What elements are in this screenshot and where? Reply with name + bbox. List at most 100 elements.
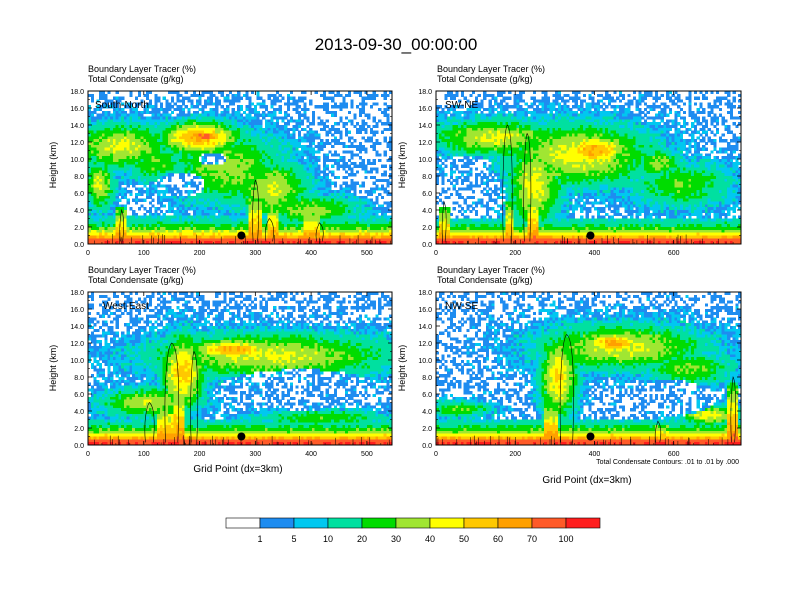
colorbar-swatch: [293, 517, 329, 529]
panel-title-line1: Boundary Layer Tracer (%): [437, 64, 545, 74]
x-tick-label: 400: [589, 451, 601, 458]
y-tick-label: 16.0: [418, 307, 432, 314]
y-tick-label: 0.0: [74, 443, 84, 450]
condensate-contours: [144, 342, 199, 443]
y-tick-label: 16.0: [418, 106, 432, 113]
y-tick-label: 8.0: [74, 174, 84, 181]
axes-sw-ne: 0.0 2.0 4.0 6.0 8.0 10.0 12.0 14.0 16.0 18.0 0 200 4…: [418, 89, 742, 257]
x-tick-label: 0: [86, 451, 90, 458]
x-tick-label: 600: [668, 250, 680, 257]
x-tick-label: 200: [194, 250, 206, 257]
y-tick-label: 14.0: [70, 324, 84, 331]
y-tick-label: 6.0: [422, 392, 432, 399]
condensate-contours: [119, 179, 324, 242]
contour-line: [502, 124, 513, 242]
x-tick-label: 400: [589, 250, 601, 257]
y-tick-label: 14.0: [418, 123, 432, 130]
colorbar-swatch: [463, 517, 499, 529]
location-marker: [237, 231, 246, 240]
colorbar-label: 60: [493, 534, 503, 544]
x-tick-label: 0: [434, 451, 438, 458]
y-axis-label: Height (km): [48, 142, 58, 189]
x-tick-label: 300: [249, 451, 261, 458]
contour-line: [441, 200, 447, 242]
x-tick-label: 200: [194, 451, 206, 458]
plot-area-sw-ne: [436, 91, 742, 245]
contour-line: [144, 402, 155, 443]
colorbar-label: 100: [558, 534, 573, 544]
y-tick-label: 0.0: [422, 443, 432, 450]
surface-contours: [442, 234, 727, 244]
colorbar-swatch: [497, 517, 533, 529]
y-tick-label: 18.0: [70, 290, 84, 297]
panel-title-line1: Boundary Layer Tracer (%): [88, 265, 196, 275]
y-tick-label: 14.0: [70, 123, 84, 130]
contour-line: [190, 350, 199, 443]
y-tick-label: 2.0: [74, 225, 84, 232]
x-tick-label: 200: [509, 451, 521, 458]
plot-area-nw-se: [436, 292, 742, 446]
condensate-contours: [441, 124, 532, 242]
y-tick-label: 12.0: [70, 341, 84, 348]
y-axis-label: Height (km): [48, 345, 58, 392]
panel-title-line2: Total Condensate (g/kg): [88, 74, 184, 84]
condensate-contours: [559, 334, 737, 443]
y-tick-label: 2.0: [422, 225, 432, 232]
tracer-field: [436, 292, 742, 446]
panel-title-line2: Total Condensate (g/kg): [437, 74, 533, 84]
y-tick-label: 4.0: [74, 208, 84, 215]
panel-title-line1: Boundary Layer Tracer (%): [437, 265, 545, 275]
y-tick-label: 6.0: [74, 392, 84, 399]
colorbar-label: 50: [459, 534, 469, 544]
colorbar-label: 10: [323, 534, 333, 544]
contour-footnote: Total Condensate Contours: .01 to .01 by…: [596, 459, 739, 466]
x-axis-label: Grid Point (dx=3km): [542, 475, 631, 486]
y-tick-label: 8.0: [422, 174, 432, 181]
y-axis-label: Height (km): [397, 345, 407, 392]
colorbar-label: 40: [425, 534, 435, 544]
panel-sw-ne: Boundary Layer Tracer (%) Total Condensa…: [397, 64, 742, 257]
x-tick-label: 300: [249, 250, 261, 257]
figure-title: 2013-09-30_00:00:00: [315, 35, 478, 54]
location-marker: [586, 432, 595, 441]
y-tick-label: 4.0: [422, 409, 432, 416]
surface-contours: [437, 435, 729, 445]
axes-nw-se: 0.0 2.0 4.0 6.0 8.0 10.0 12.0 14.0 16.0 18.0 0 200 4…: [418, 290, 742, 458]
x-tick-label: 200: [509, 250, 521, 257]
colorbar-label: 1: [257, 534, 262, 544]
colorbar-swatch: [327, 517, 363, 529]
panel-west-east: Boundary Layer Tracer (%) Total Condensa…: [48, 265, 393, 475]
x-tick-label: 500: [361, 250, 373, 257]
x-tick-label: 600: [668, 451, 680, 458]
panel-title-line1: Boundary Layer Tracer (%): [88, 64, 196, 74]
tracer-field: [88, 91, 393, 245]
x-axis-label: Grid Point (dx=3km): [193, 464, 282, 475]
y-tick-label: 2.0: [74, 426, 84, 433]
contour-line: [119, 208, 124, 242]
panel-nw-se: Boundary Layer Tracer (%) Total Condensa…: [397, 265, 742, 486]
y-tick-label: 12.0: [418, 140, 432, 147]
colorbar: 1 5 10 20 30 40 50 60 70 100: [225, 517, 601, 544]
x-tick-label: 100: [138, 250, 150, 257]
colorbar-label: 5: [291, 534, 296, 544]
x-tick-label: 400: [305, 451, 317, 458]
axes-south-north: 0.0 2.0 4.0 6.0 8.0 10.0 12.0 14.0 16.0 18.0 0 100 2…: [70, 89, 393, 257]
x-tick-label: 500: [361, 451, 373, 458]
panel-title-line2: Total Condensate (g/kg): [88, 275, 184, 285]
y-tick-label: 4.0: [74, 409, 84, 416]
y-tick-label: 6.0: [74, 191, 84, 198]
panel-label-south-north: South-North: [95, 100, 149, 111]
panel-label-west-east: West-East: [103, 301, 149, 312]
colorbar-swatch: [565, 517, 601, 529]
panel-label-nw-se: NW-SE: [445, 301, 478, 312]
colorbar-swatch: [225, 517, 261, 529]
colorbar-label: 30: [391, 534, 401, 544]
location-marker: [237, 432, 246, 441]
y-tick-label: 16.0: [70, 307, 84, 314]
colorbar-swatch: [429, 517, 465, 529]
contour-line: [264, 218, 274, 242]
axes-west-east: 0.0 2.0 4.0 6.0 8.0 10.0 12.0 14.0 16.0 18.0 0 100 2…: [70, 290, 393, 458]
location-marker: [586, 231, 595, 240]
y-tick-label: 12.0: [418, 341, 432, 348]
